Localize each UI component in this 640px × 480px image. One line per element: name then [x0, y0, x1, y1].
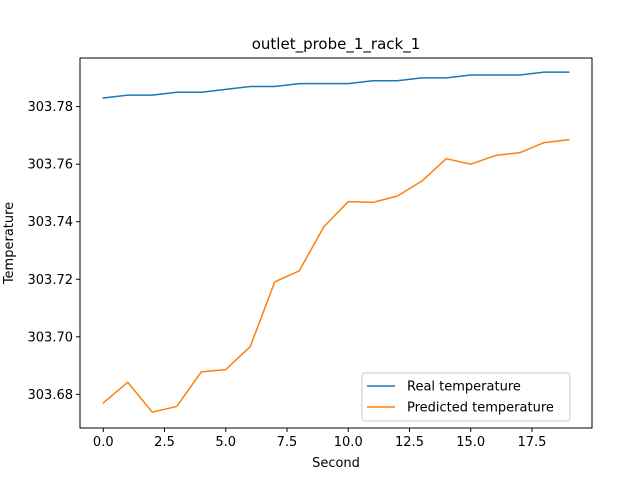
y-tick-label: 303.74	[28, 215, 74, 230]
x-axis: 0.0 2.5 5.0 7.5 10.0 12.5 15.0 17.5	[93, 428, 547, 450]
x-tick-label: 15.0	[456, 435, 485, 450]
legend-label-2: Predicted temperature	[407, 401, 554, 416]
x-tick-label: 10.0	[334, 435, 363, 450]
x-tick-label: 2.5	[154, 435, 175, 450]
legend-box	[361, 372, 571, 422]
x-tick-label: 0.0	[93, 435, 114, 450]
plot-area-frame	[79, 57, 593, 429]
y-tick-label: 303.72	[28, 273, 74, 288]
legend-label-1: Real temperature	[407, 380, 521, 395]
y-tick-label: 303.70	[28, 330, 74, 345]
x-tick-label: 5.0	[215, 435, 236, 450]
x-axis-label: Second	[312, 456, 360, 471]
series-layer	[102, 71, 570, 413]
y-tick-label: 303.78	[28, 100, 74, 115]
y-axis-label: Temperature	[2, 202, 17, 285]
series-line-2	[102, 138, 570, 413]
x-tick-label: 7.5	[277, 435, 298, 450]
chart-title: outlet_probe_1_rack_1	[252, 35, 421, 54]
x-tick-label: 12.5	[395, 435, 424, 450]
y-axis: 303.68 303.70 303.72 303.74 303.76 303.78	[28, 100, 80, 403]
y-tick-label: 303.76	[28, 158, 74, 173]
legend: Real temperature Predicted temperature	[361, 372, 571, 422]
series-line-1	[102, 71, 570, 99]
x-tick-label: 17.5	[518, 435, 547, 450]
y-tick-label: 303.68	[28, 388, 74, 403]
